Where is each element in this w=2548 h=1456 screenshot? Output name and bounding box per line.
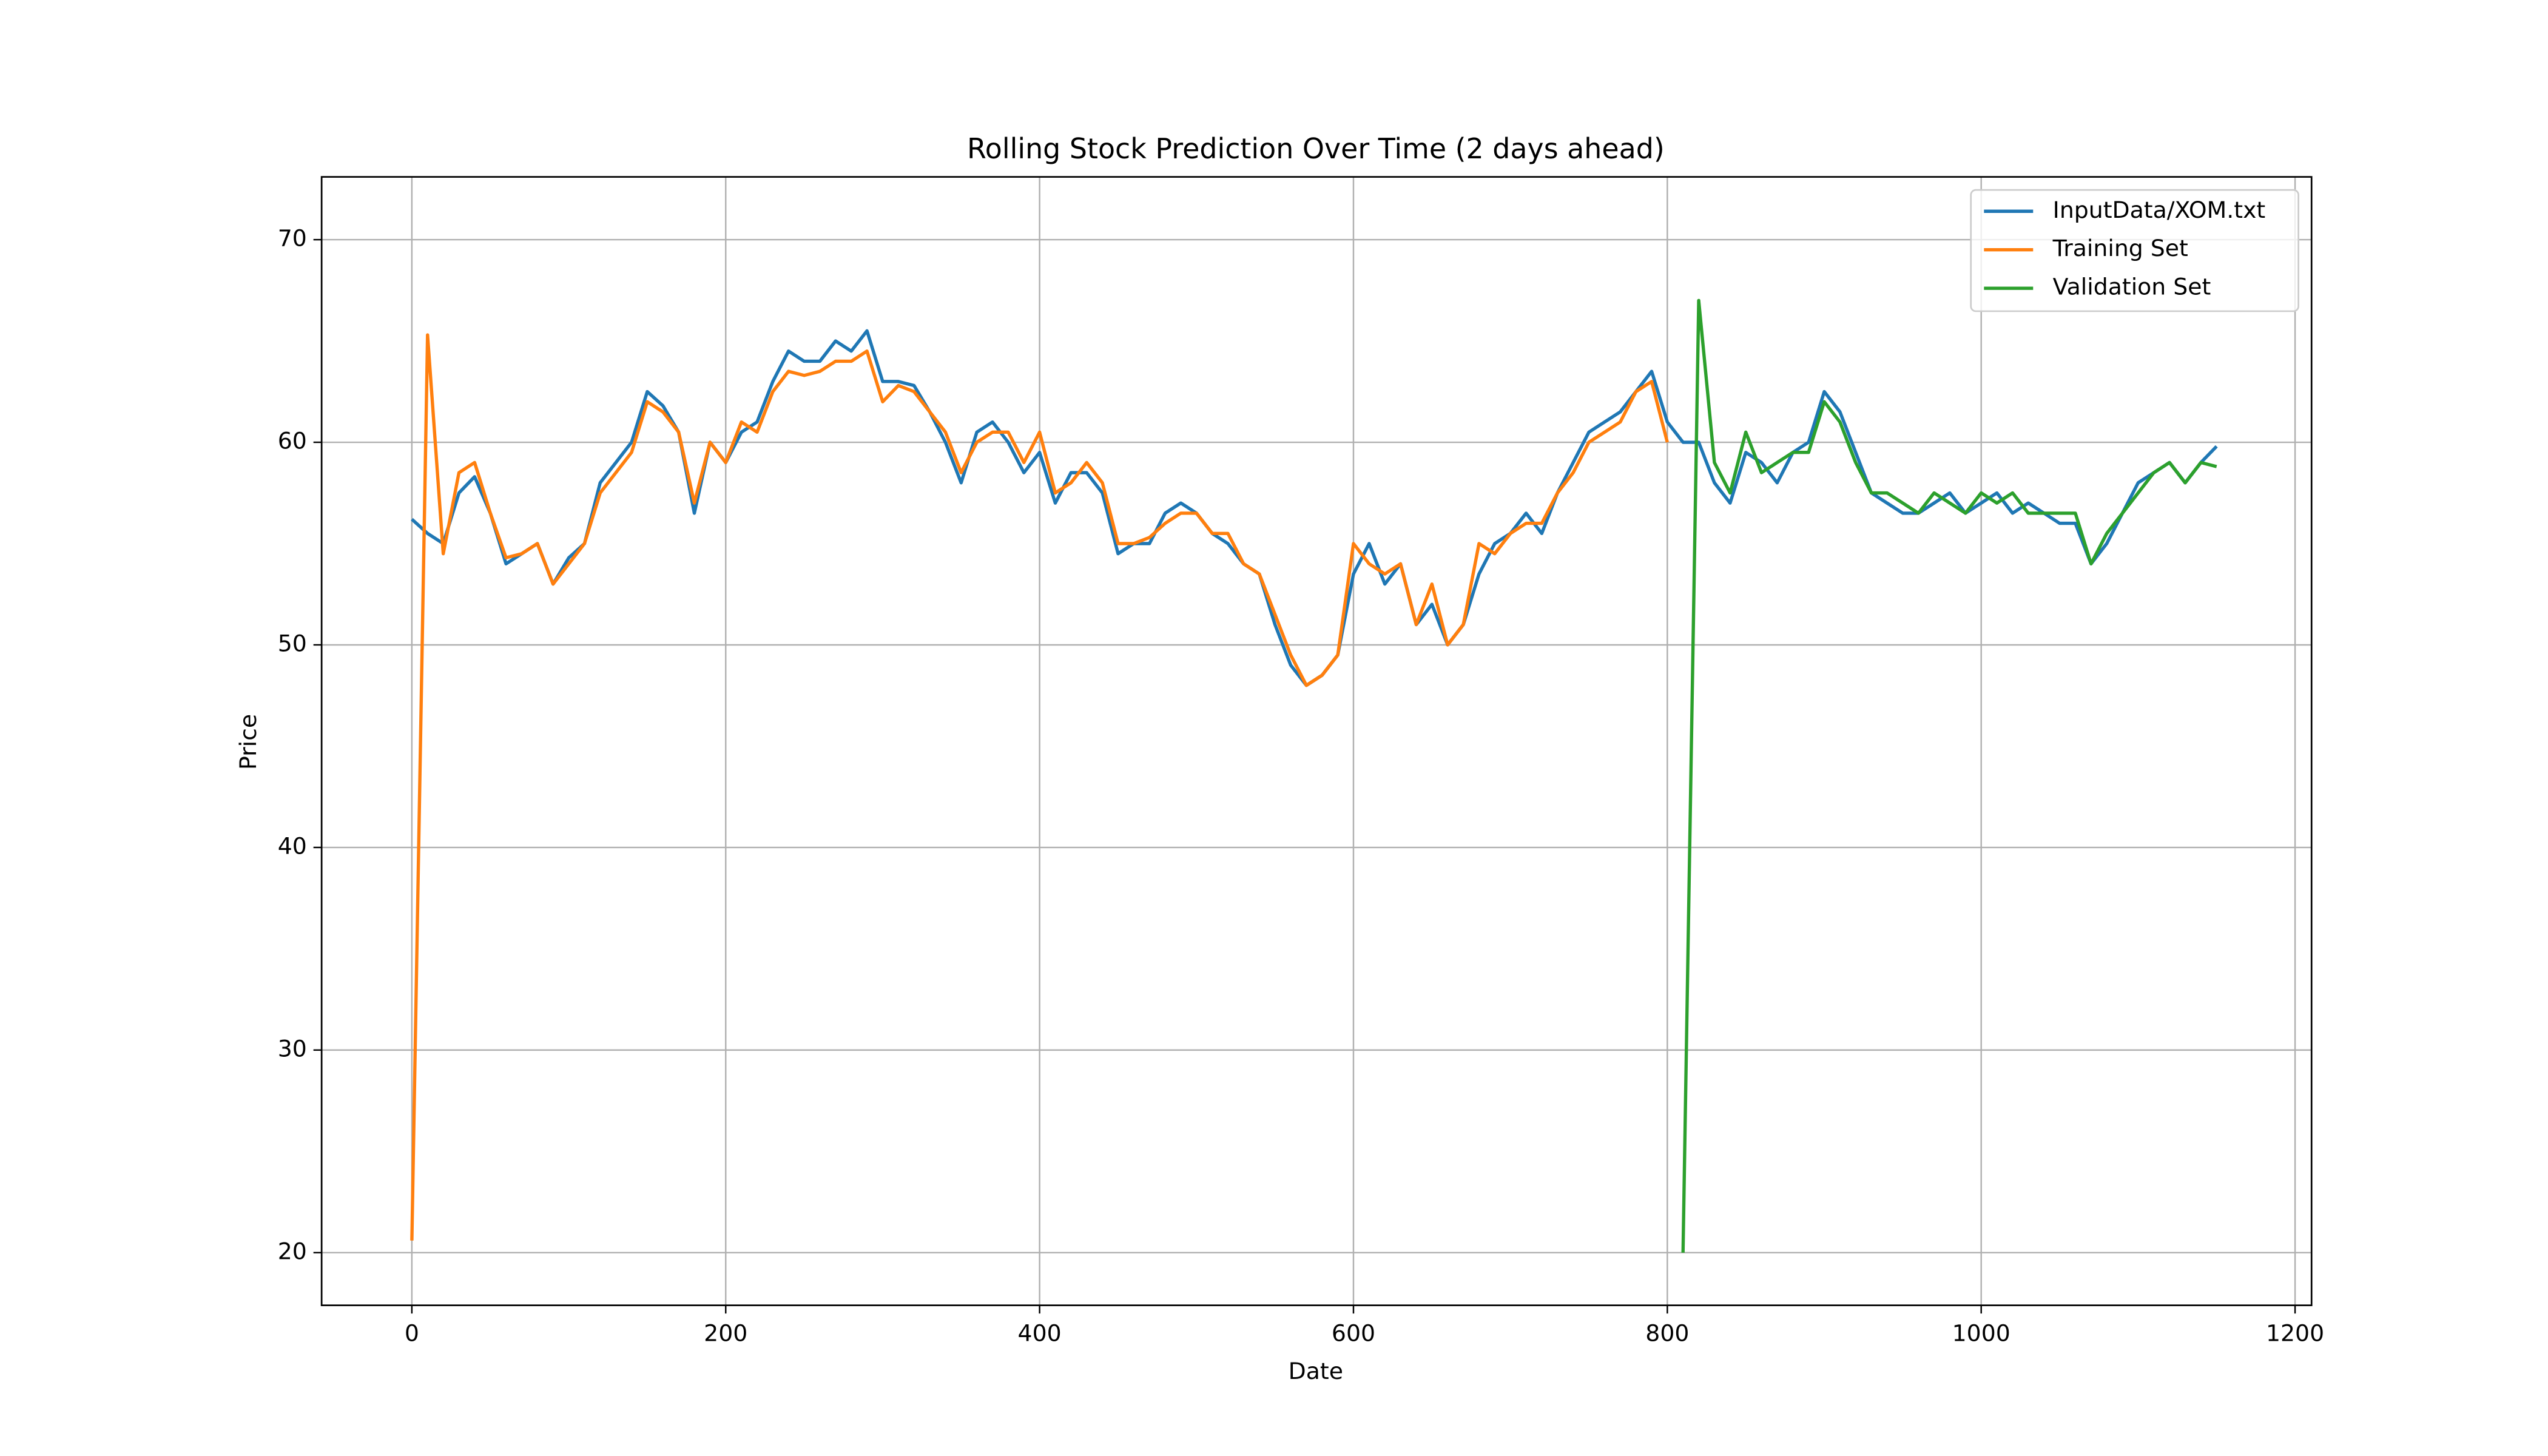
chart-title: Rolling Stock Prediction Over Time (2 da…	[967, 132, 1665, 165]
y-tick-label: 30	[278, 1035, 307, 1062]
y-tick-label: 20	[278, 1238, 307, 1264]
legend-box	[1970, 189, 2299, 312]
plot-frame	[320, 176, 2313, 1306]
y-tick-label: 70	[278, 225, 307, 252]
x-tick-label: 0	[405, 1320, 419, 1347]
y-axis-label: Price	[235, 714, 261, 770]
x-tick-label: 1200	[2266, 1320, 2324, 1347]
x-axis-label: Date	[1289, 1358, 1343, 1384]
data-line	[1681, 298, 2217, 1253]
x-tick-label: 800	[1645, 1320, 1689, 1347]
legend: InputData/XOM.txt Training Set Validation …	[1970, 189, 2299, 312]
x-tick-label: 200	[704, 1320, 747, 1347]
y-tick-label: 40	[278, 832, 307, 859]
y-tick-label: 50	[278, 630, 307, 656]
x-tick-label: 600	[1332, 1320, 1375, 1347]
y-tick-label: 60	[278, 428, 307, 454]
x-tick-label: 400	[1018, 1320, 1062, 1347]
legend-label: InputData/XOM.txt	[2053, 197, 2266, 223]
legend-label: Training Set	[2052, 235, 2188, 261]
data-line	[410, 333, 1669, 1241]
x-tick-label: 1000	[1952, 1320, 2010, 1347]
legend-label: Validation Set	[2053, 274, 2211, 300]
